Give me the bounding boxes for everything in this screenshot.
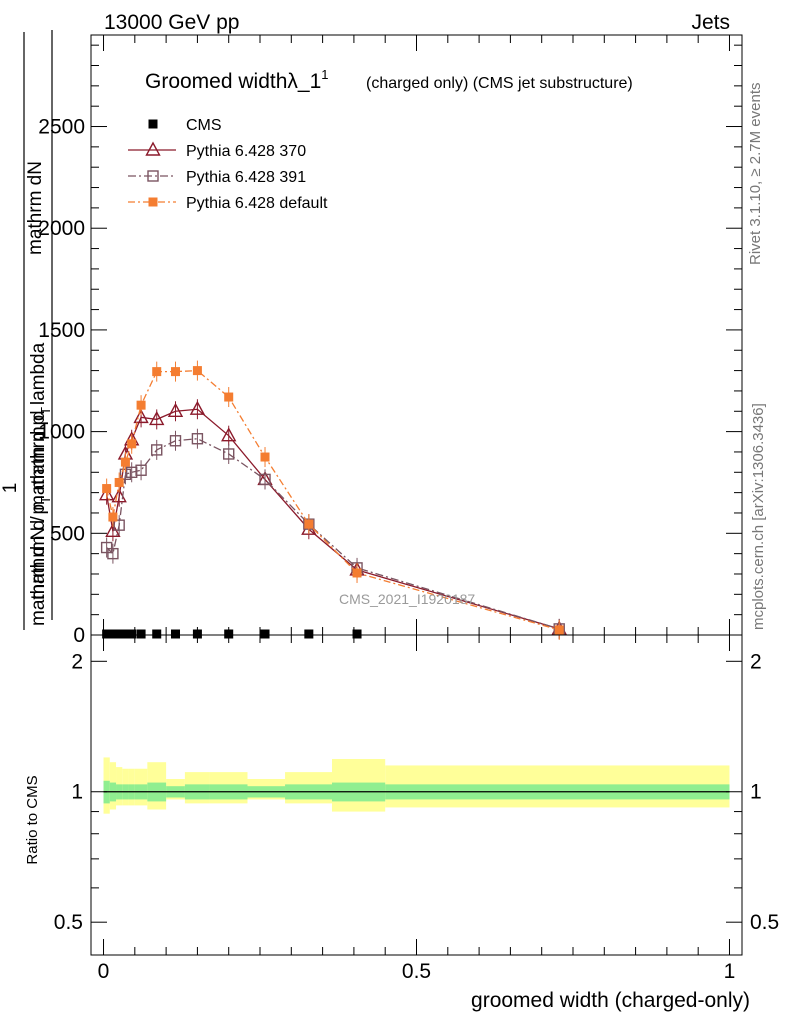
- data-point: [221, 427, 237, 442]
- series-line: [106, 438, 560, 630]
- y-tick-label: 1000: [38, 421, 85, 444]
- data-point: [135, 464, 147, 476]
- legend-label: Pythia 6.428 370: [186, 143, 306, 160]
- data-point: [136, 400, 146, 410]
- data-point: [152, 367, 162, 377]
- data-point: [102, 484, 112, 494]
- data-point: [108, 629, 118, 639]
- x-tick-label: 0: [98, 960, 110, 983]
- data-point: [169, 435, 182, 447]
- data-point: [171, 367, 181, 377]
- series-pythia-6-428-default: [102, 360, 564, 640]
- mcplots-label: mcplots.cern.ch [arXiv:1306.3436]: [750, 403, 767, 630]
- series-line: [106, 369, 560, 631]
- ratio-tick-label: 1: [71, 781, 83, 804]
- series-pythia-6-428-391: [100, 428, 565, 639]
- plot-title: Groomed widthλ_11 (charged only) (CMS je…: [145, 67, 633, 93]
- main-plot-panel: 0 500 1000 1500 2000 2500: [38, 34, 743, 647]
- data-point: [98, 486, 115, 501]
- data-point: [192, 629, 202, 639]
- data-point: [151, 444, 163, 456]
- data-point: [113, 519, 125, 531]
- ratio-tick-label: 2: [750, 650, 762, 673]
- data-point: [223, 448, 235, 460]
- series-line: [106, 408, 560, 630]
- data-point: [100, 541, 113, 554]
- beam-label: 13000 GeV pp: [104, 11, 239, 34]
- data-point: [259, 473, 271, 486]
- y-axis-label: mathrm dN mathrm d pT mathrm d lambda 1 …: [0, 30, 53, 630]
- data-point: [352, 629, 362, 639]
- data-point: [149, 410, 165, 426]
- data-point: [120, 457, 130, 467]
- data-point: [192, 366, 202, 376]
- data-point: [133, 408, 149, 424]
- data-point: [304, 629, 314, 639]
- data-point: [171, 629, 181, 639]
- analysis-watermark: CMS_2021_I1920187: [339, 591, 475, 607]
- y-tick-label: 2500: [38, 116, 85, 139]
- data-point: [127, 629, 137, 639]
- data-point: [191, 433, 204, 445]
- data-point: [352, 568, 362, 578]
- title-sub: (charged only) (CMS jet substructure): [366, 75, 633, 92]
- y-tick-label: 500: [50, 522, 85, 545]
- legend-marker: [148, 119, 158, 129]
- legend-marker: [147, 170, 159, 182]
- data-point: [120, 629, 130, 639]
- rivet-label: Rivet 3.1.10, ≥ 2.7M events: [747, 83, 764, 266]
- ylabel-num: mathrm dN: [25, 161, 46, 255]
- legend-item: CMS: [148, 117, 222, 134]
- title-main: Groomed widthλ_11: [145, 67, 329, 93]
- data-point: [108, 512, 118, 522]
- data-point: [152, 629, 162, 639]
- legend-marker: [148, 197, 158, 207]
- legend: CMS Pythia 6.428 370 Pythia 6.428 391 Pythi…: [128, 117, 328, 212]
- ratio-tick-label: 0.5: [750, 911, 779, 934]
- legend-label: Pythia 6.428 391: [186, 169, 306, 186]
- data-point: [114, 477, 124, 487]
- legend-label: Pythia 6.428 default: [186, 195, 328, 212]
- y-tick-label: 1500: [38, 319, 85, 342]
- data-point: [304, 519, 314, 529]
- data-point: [224, 629, 234, 639]
- ratio-plot-panel: 0 0.5 1 0.5 0.5 1 1 2 2: [54, 634, 779, 983]
- x-axis-label: groomed width (charged-only): [471, 989, 750, 1012]
- legend-item: Pythia 6.428 370: [128, 141, 306, 160]
- data-point: [260, 452, 270, 462]
- ylabel-one: 1: [0, 483, 21, 494]
- ylabel-den: mathrm d pT mathrm d lambda: [28, 342, 53, 600]
- ratio-tick-label: 0.5: [54, 911, 83, 934]
- data-point: [127, 439, 137, 449]
- ratio-tick-label: 2: [71, 650, 83, 673]
- legend-marker: [145, 141, 161, 156]
- y-tick-label: 0: [73, 624, 85, 647]
- data-point: [189, 400, 206, 415]
- data-point: [224, 392, 234, 402]
- data-point: [554, 625, 564, 635]
- x-tick-label: 0.5: [402, 960, 431, 983]
- legend-item: Pythia 6.428 default: [128, 195, 328, 212]
- legend-label: CMS: [186, 117, 222, 134]
- y-tick-label: 2000: [38, 217, 85, 240]
- ratio-tick-label: 1: [750, 781, 762, 804]
- ratio-y-label: Ratio to CMS: [24, 775, 41, 864]
- series-cms: [102, 629, 362, 639]
- data-point: [102, 629, 112, 639]
- data-point: [260, 629, 270, 639]
- data-point: [107, 547, 119, 560]
- data-point: [114, 629, 124, 639]
- data-point: [167, 402, 184, 417]
- data-point: [136, 629, 146, 639]
- process-label: Jets: [691, 11, 730, 34]
- legend-item: Pythia 6.428 391: [128, 169, 306, 186]
- x-tick-label: 1: [724, 960, 736, 983]
- ylabel-lower: mathrm d N / mathrm d pT: [28, 407, 53, 626]
